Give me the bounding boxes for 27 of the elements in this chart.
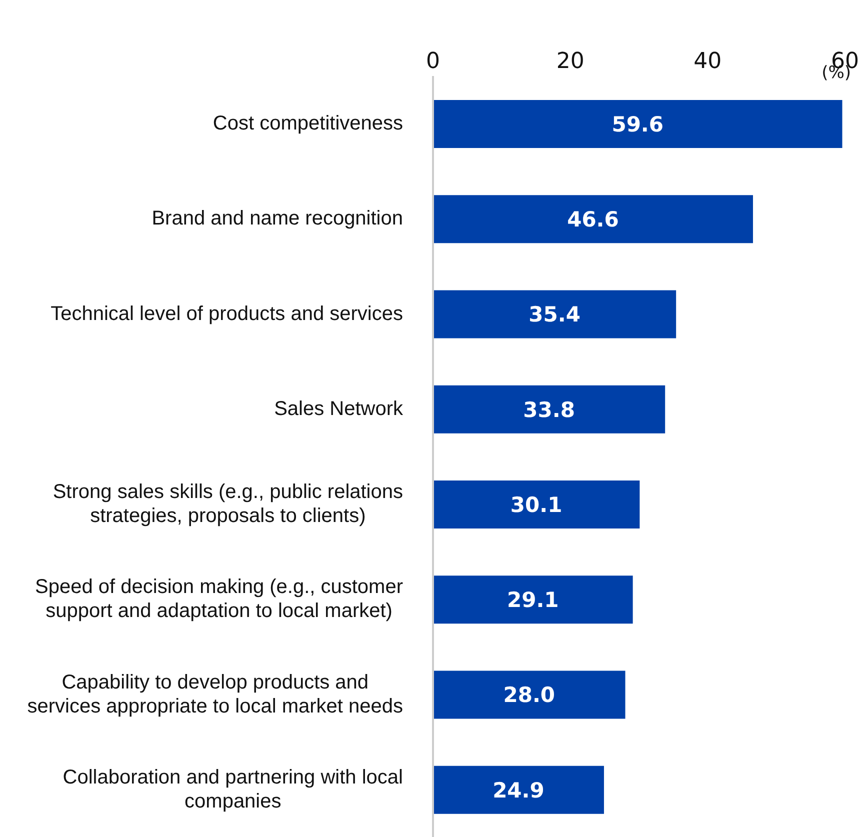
x-tick-label: 0 [426,49,440,74]
y-tick-label: Collaboration and partnering with local companies [62,766,404,812]
bar [433,100,842,148]
data-label: 33.8 [523,398,575,422]
bar [433,195,753,244]
bar [433,480,640,528]
bar [433,670,626,719]
y-tick-label: Technical level of products and services [50,302,403,325]
data-label: 30.1 [510,492,562,517]
y-tick-label: Brand and name recognition [152,208,403,230]
data-label: 24.9 [492,778,544,802]
y-tick-label: Strong sales skills (e.g., public relations strategies, proposals to clients) [52,481,403,528]
bar [433,290,676,338]
data-label: 28.0 [503,683,556,708]
data-label: 35.4 [528,302,580,327]
data-label: 29.1 [506,588,559,612]
bar [433,576,633,624]
bar [433,766,604,814]
x-tick-label: 20 [556,49,584,74]
data-label: 59.6 [612,112,664,136]
x-tick-label: 40 [694,49,722,74]
bar [433,385,666,434]
data-label: 46.6 [567,208,619,232]
y-tick-label: Sales Network [274,398,404,420]
y-tick-label: Capability to develop products and services appropriate to local market needs [27,671,404,718]
y-tick-label: Cost competitiveness [212,112,403,135]
y-tick-label: Speed of decision making (e.g., customer support and adaptation to local market) [35,576,404,622]
